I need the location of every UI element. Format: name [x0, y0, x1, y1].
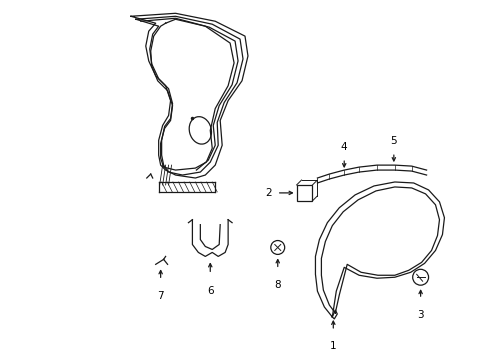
Text: 2: 2 [265, 188, 271, 198]
Text: 1: 1 [329, 341, 336, 351]
Text: 7: 7 [157, 291, 163, 301]
Text: 5: 5 [390, 136, 396, 146]
Bar [296, 185, 312, 201]
Text: 8: 8 [274, 280, 281, 290]
Text: 4: 4 [340, 142, 347, 152]
Text: 6: 6 [206, 286, 213, 296]
Text: 3: 3 [416, 310, 423, 320]
